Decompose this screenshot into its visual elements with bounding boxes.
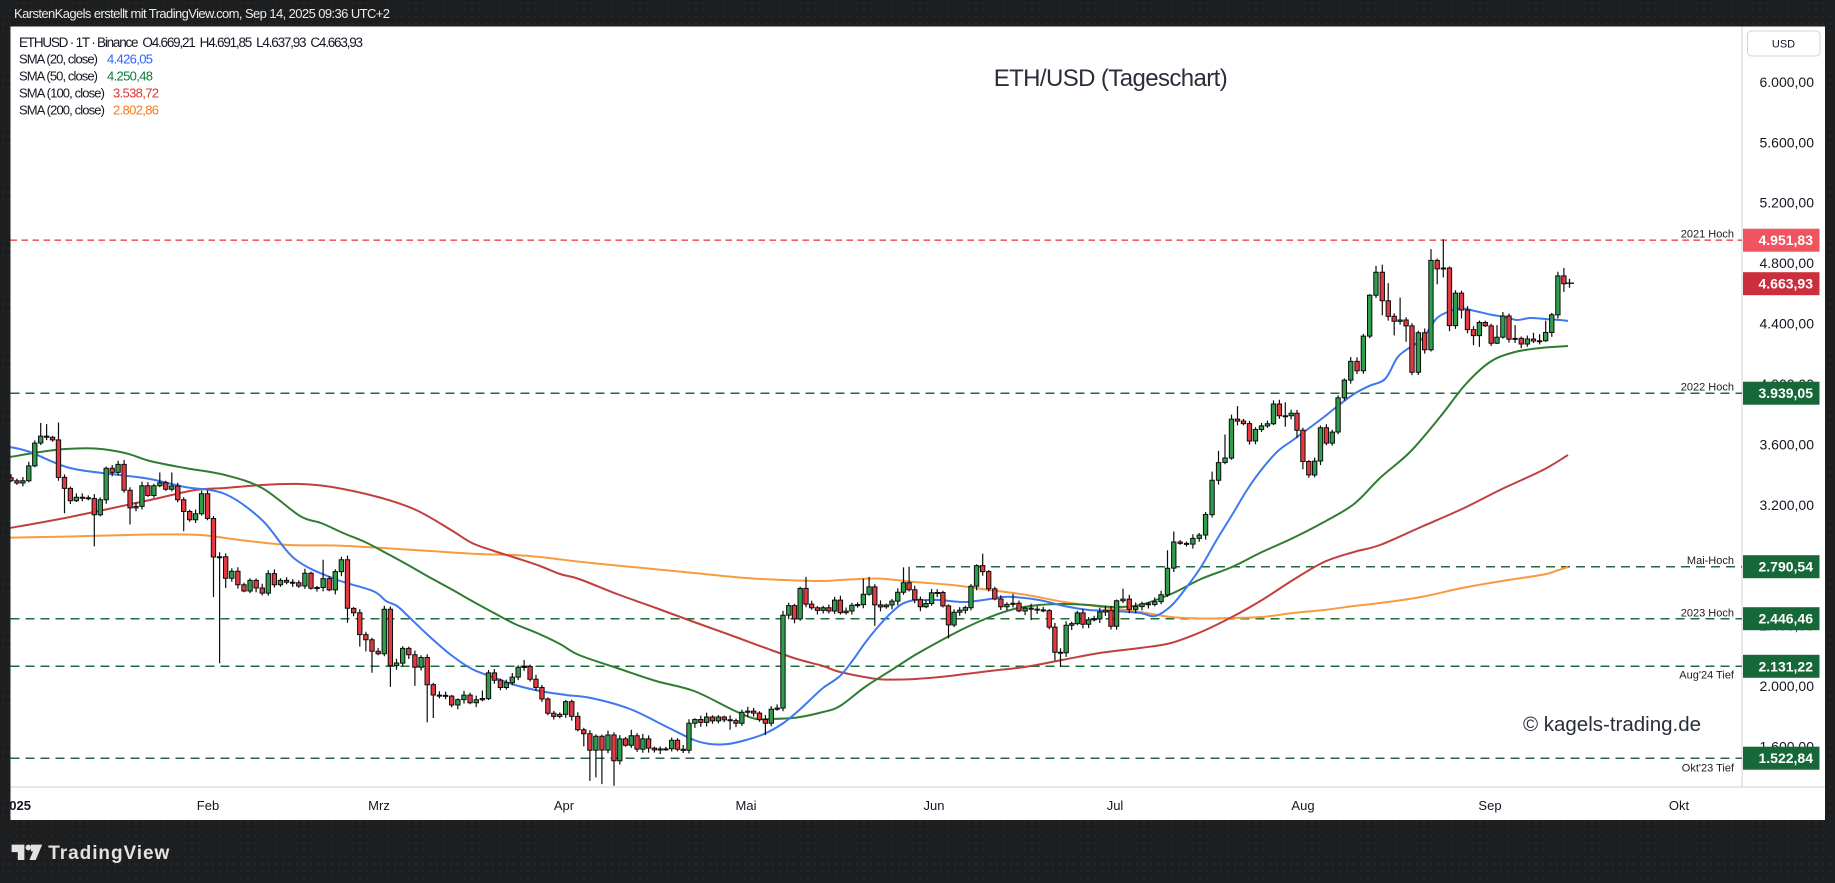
svg-text:USD: USD xyxy=(1772,39,1795,51)
svg-text:Mai: Mai xyxy=(736,798,757,813)
svg-text:5.600,00: 5.600,00 xyxy=(1760,134,1815,150)
svg-text:1.522,84: 1.522,84 xyxy=(1759,750,1814,766)
svg-text:2.446,46: 2.446,46 xyxy=(1759,611,1814,627)
svg-text:2.802,86: 2.802,86 xyxy=(113,103,159,118)
svg-text:Apr: Apr xyxy=(554,798,575,813)
svg-text:3.538,72: 3.538,72 xyxy=(113,86,159,101)
svg-text:Mai-Hoch: Mai-Hoch xyxy=(1687,555,1734,567)
svg-text:4.426,05: 4.426,05 xyxy=(107,52,153,67)
svg-text:KarstenKagels erstellt mit Tra: KarstenKagels erstellt mit TradingView.c… xyxy=(14,6,390,21)
svg-text:5.200,00: 5.200,00 xyxy=(1760,195,1815,211)
svg-text:SMA (100, close): SMA (100, close) xyxy=(19,86,105,101)
svg-text:Jun: Jun xyxy=(924,798,945,813)
svg-text:Aug: Aug xyxy=(1291,798,1314,813)
svg-text:SMA (50, close): SMA (50, close) xyxy=(19,69,98,84)
svg-text:2021 Hoch: 2021 Hoch xyxy=(1681,229,1734,241)
svg-text:4.800,00: 4.800,00 xyxy=(1760,255,1815,271)
svg-text:3.600,00: 3.600,00 xyxy=(1760,436,1815,452)
svg-text:Feb: Feb xyxy=(197,798,219,813)
svg-text:2.000,00: 2.000,00 xyxy=(1760,678,1815,694)
svg-text:Okt: Okt xyxy=(1669,798,1690,813)
svg-text:6.000,00: 6.000,00 xyxy=(1760,74,1815,90)
svg-text:3.939,05: 3.939,05 xyxy=(1759,385,1814,401)
svg-text:Okt'23 Tief: Okt'23 Tief xyxy=(1682,763,1735,775)
svg-text:2022 Hoch: 2022 Hoch xyxy=(1681,382,1734,394)
svg-text:3.200,00: 3.200,00 xyxy=(1760,497,1815,513)
svg-text:Sep: Sep xyxy=(1478,798,1501,813)
svg-text:4.663,93: 4.663,93 xyxy=(1759,276,1814,292)
svg-text:© kagels-trading.de: © kagels-trading.de xyxy=(1523,713,1701,736)
svg-text:ETHUSD · 1T · Binance O4.669,: ETHUSD · 1T · Binance O4.669,21 H4.691,8… xyxy=(19,35,363,50)
svg-text:Aug'24 Tief: Aug'24 Tief xyxy=(1679,670,1735,682)
svg-text:2023 Hoch: 2023 Hoch xyxy=(1681,607,1734,619)
svg-text:Jul: Jul xyxy=(1107,798,1124,813)
svg-text:4.951,83: 4.951,83 xyxy=(1759,232,1814,248)
svg-text:SMA (200, close): SMA (200, close) xyxy=(19,103,105,118)
svg-text:SMA (20, close): SMA (20, close) xyxy=(19,52,98,67)
svg-text:Mrz: Mrz xyxy=(368,798,390,813)
svg-text:4.400,00: 4.400,00 xyxy=(1760,316,1815,332)
svg-text:4.250,48: 4.250,48 xyxy=(107,69,153,84)
svg-text:2.790,54: 2.790,54 xyxy=(1759,559,1814,575)
svg-text:2.131,22: 2.131,22 xyxy=(1759,658,1814,674)
svg-text:TradingView: TradingView xyxy=(48,843,169,864)
svg-text:ETH/USD (Tageschart): ETH/USD (Tageschart) xyxy=(994,65,1228,92)
